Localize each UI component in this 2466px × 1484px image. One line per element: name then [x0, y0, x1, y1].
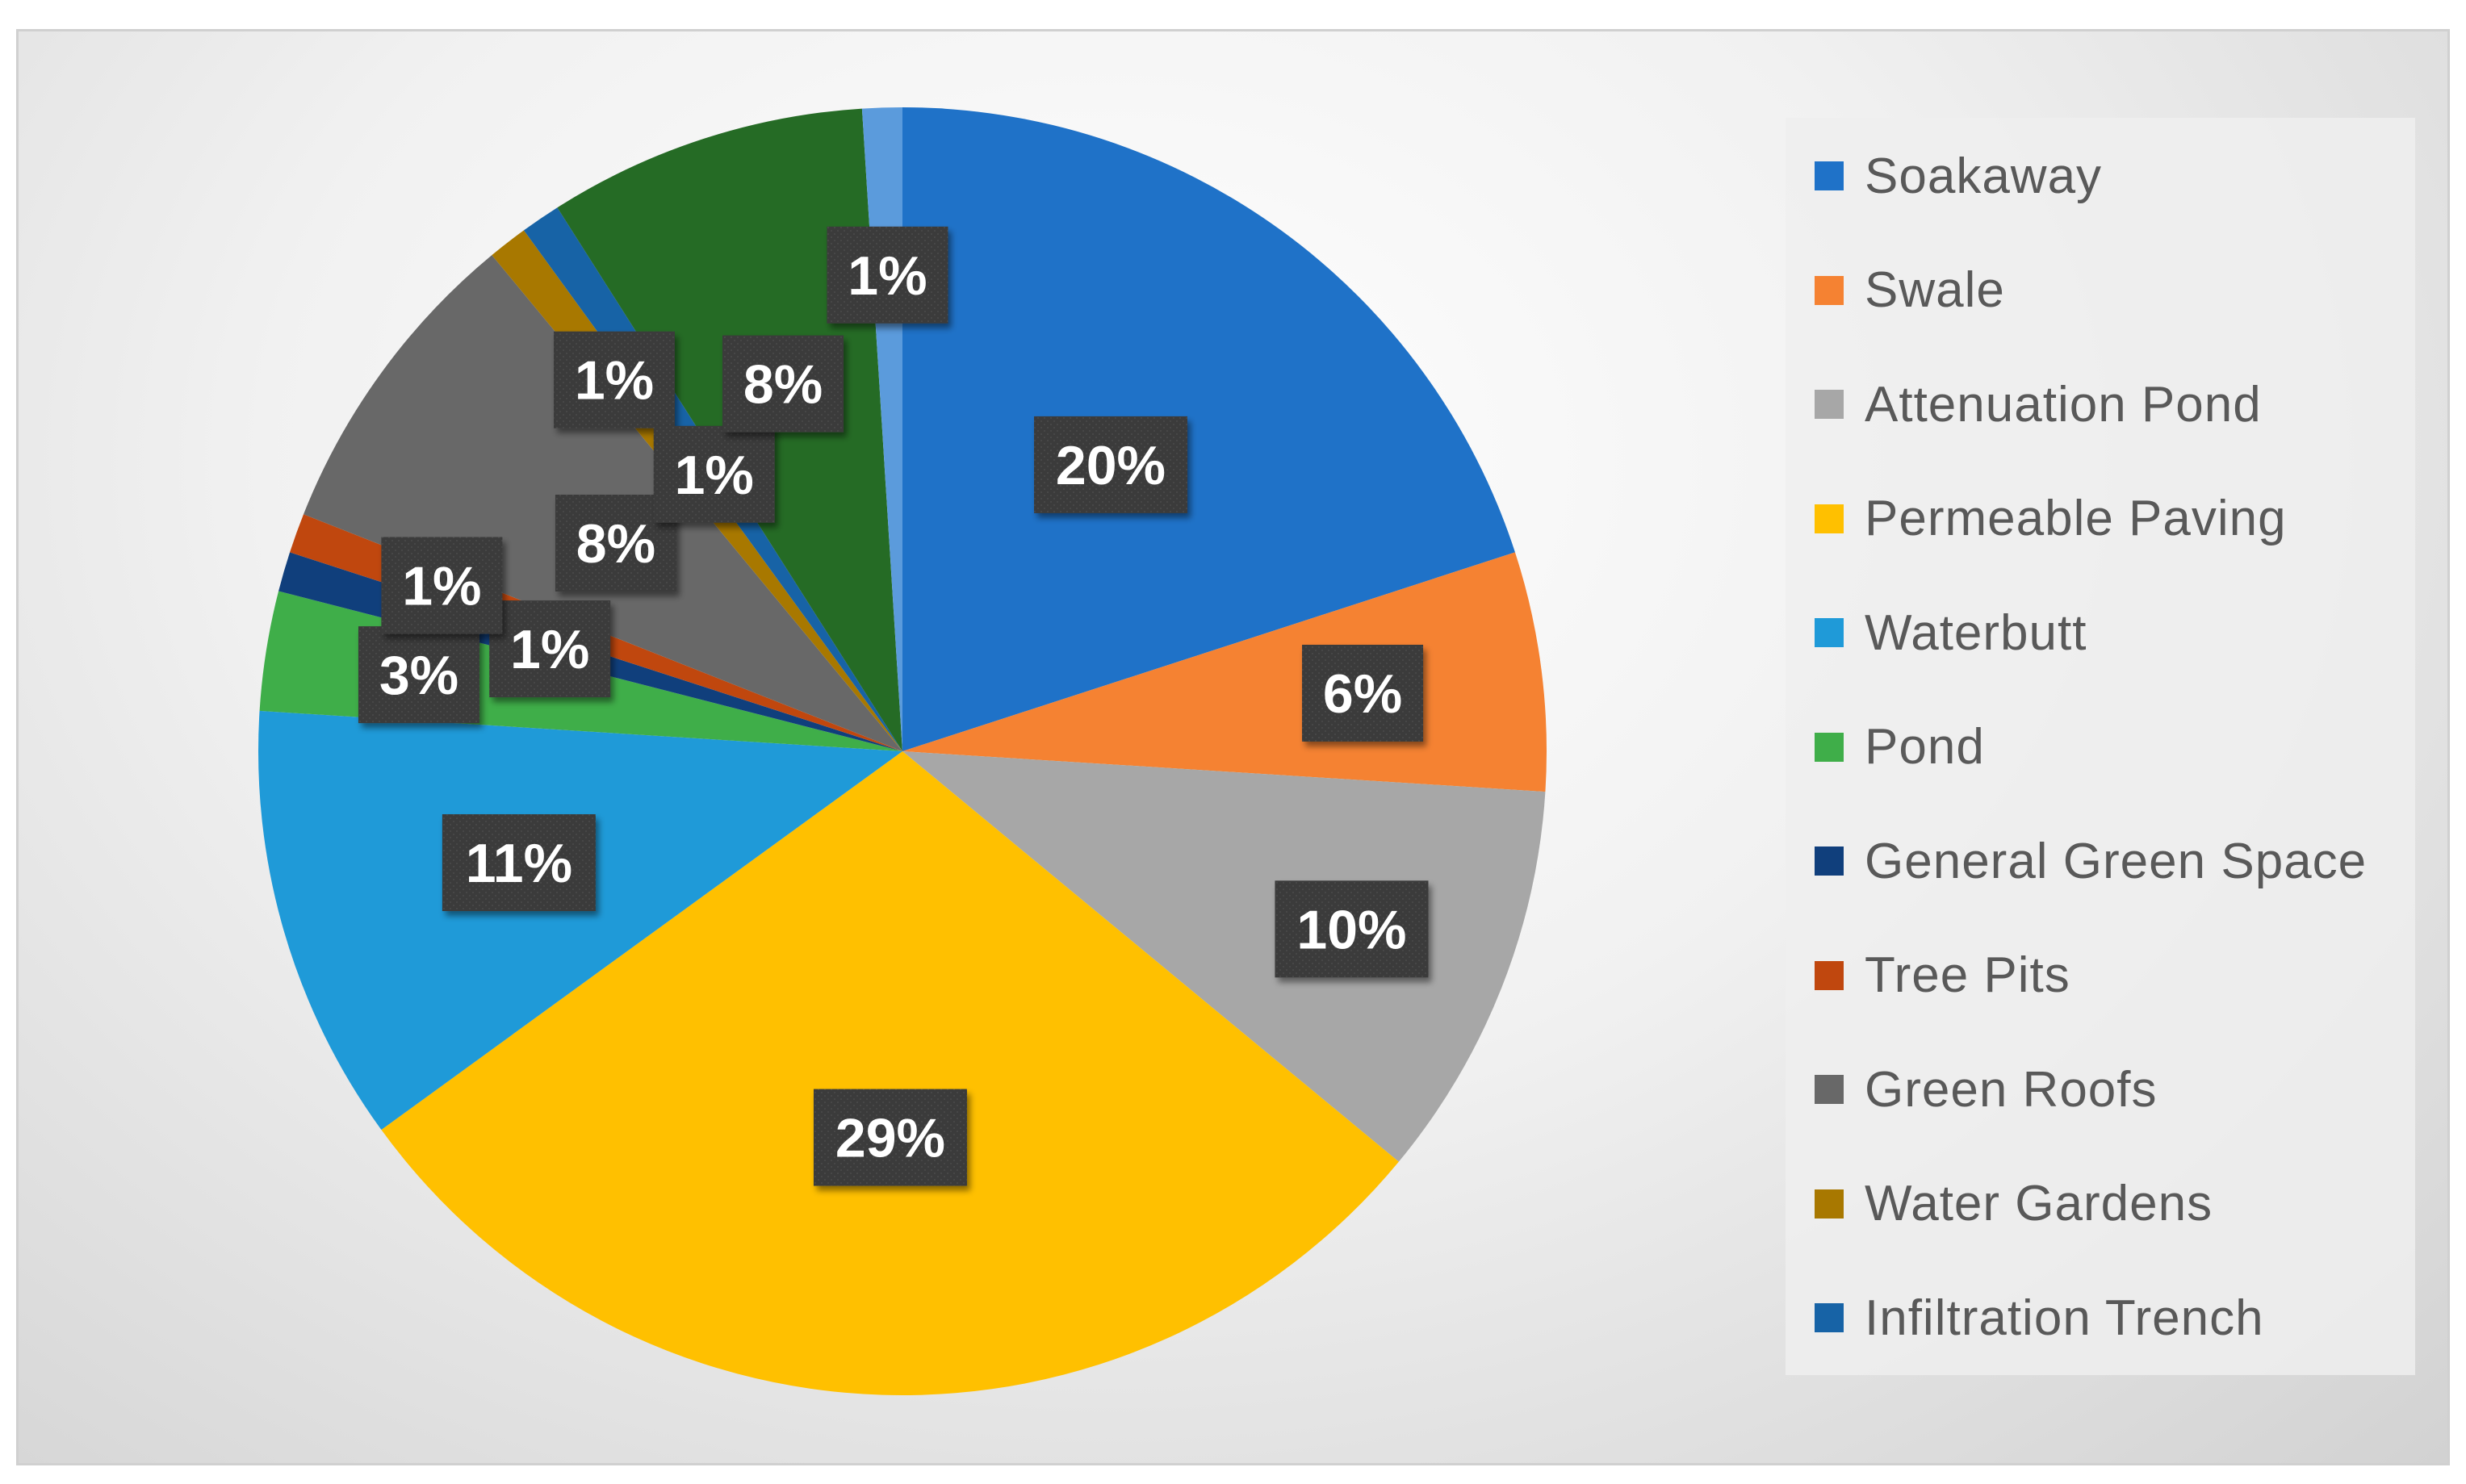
data-label-box: [1302, 644, 1424, 742]
legend-label: Pond: [1865, 719, 1985, 775]
data-label-box: [358, 626, 479, 724]
data-label: 8%: [722, 335, 844, 433]
data-label-box: [827, 226, 948, 324]
pie-slice: [258, 710, 903, 1131]
legend-item: Waterbutt: [1815, 600, 2087, 665]
legend-swatch: [1815, 161, 1844, 190]
data-label-text: 20%: [1056, 435, 1166, 496]
data-label: 11%: [442, 814, 596, 912]
data-label-text: 1%: [848, 245, 927, 307]
data-label-text: 1%: [675, 445, 754, 506]
legend-item: Tree Pits: [1815, 943, 2070, 1008]
legend: Soakaway Swale Attenuation Pond Permeable P…: [1786, 118, 2415, 1375]
data-label-text: 6%: [1323, 663, 1402, 725]
data-label: 20%: [1033, 416, 1187, 513]
legend-swatch: [1815, 390, 1844, 419]
data-label-text: 10%: [1296, 899, 1406, 960]
legend-swatch: [1815, 1189, 1844, 1219]
legend-item: Infiltration Trench: [1815, 1285, 2264, 1350]
legend-swatch: [1815, 1303, 1844, 1332]
legend-swatch: [1815, 847, 1844, 876]
data-label-box: [442, 814, 596, 912]
data-labels: 20% 6% 10% 29% 11% 3% 1% 1% 8% 1% 1% 8% 1%: [358, 226, 1429, 1186]
data-label-text: 1%: [402, 556, 481, 617]
legend-label: Tree Pits: [1865, 947, 2070, 1003]
legend-label: Water Gardens: [1865, 1176, 2213, 1231]
legend-label: Attenuation Pond: [1865, 376, 2262, 433]
legend-swatch: [1815, 618, 1844, 647]
legend-swatch: [1815, 732, 1844, 762]
data-label-text: 8%: [576, 513, 655, 575]
pie-slice: [381, 751, 1399, 1395]
legend-item: Attenuation Pond: [1815, 372, 2262, 437]
legend-label: Swale: [1865, 262, 2005, 318]
legend-swatch: [1815, 275, 1844, 305]
data-label-text: 1%: [510, 619, 589, 680]
data-label-text: 8%: [743, 354, 823, 416]
data-label: 1%: [489, 600, 611, 698]
pie-slice: [902, 107, 1515, 751]
legend-swatch: [1815, 960, 1844, 990]
data-label: 1%: [381, 537, 503, 634]
legend-item: Water Gardens: [1815, 1172, 2213, 1236]
data-label-text: 29%: [835, 1108, 945, 1169]
legend-label: Green Roofs: [1865, 1061, 2158, 1118]
legend-label: Waterbutt: [1865, 604, 2087, 661]
legend-item: General Green Space: [1815, 829, 2367, 893]
data-label-box: [553, 331, 675, 428]
data-label-text: 1%: [575, 350, 654, 412]
data-label-text: 11%: [466, 833, 572, 894]
data-label-box: [489, 600, 611, 698]
legend-label: Infiltration Trench: [1865, 1290, 2264, 1346]
legend-item: Soakaway: [1815, 144, 2102, 208]
legend-label: Permeable Paving: [1865, 491, 2287, 546]
data-label: 1%: [827, 226, 948, 324]
legend-item: Permeable Paving: [1815, 487, 2287, 551]
data-label: 1%: [653, 425, 775, 523]
legend-label: Soakaway: [1865, 148, 2103, 204]
legend-swatch: [1815, 504, 1844, 533]
data-label-box: [1275, 880, 1429, 978]
legend-item: Green Roofs: [1815, 1057, 2158, 1122]
legend-item: Swale: [1815, 258, 2005, 323]
data-label-box: [1033, 416, 1187, 513]
data-label: 1%: [553, 331, 675, 428]
data-label: 6%: [1302, 644, 1424, 742]
data-label: 10%: [1275, 880, 1429, 978]
legend-item: Pond: [1815, 715, 1985, 780]
legend-swatch: [1815, 1075, 1844, 1104]
legend-label: General Green Space: [1865, 833, 2368, 889]
data-label: 3%: [358, 626, 479, 724]
data-label-box: [813, 1089, 967, 1186]
data-label-box: [653, 425, 775, 523]
data-label: 29%: [813, 1089, 967, 1186]
pie-slice: [902, 751, 1546, 1162]
data-label-box: [381, 537, 503, 634]
data-label-box: [722, 335, 844, 433]
data-label-text: 3%: [379, 645, 458, 706]
